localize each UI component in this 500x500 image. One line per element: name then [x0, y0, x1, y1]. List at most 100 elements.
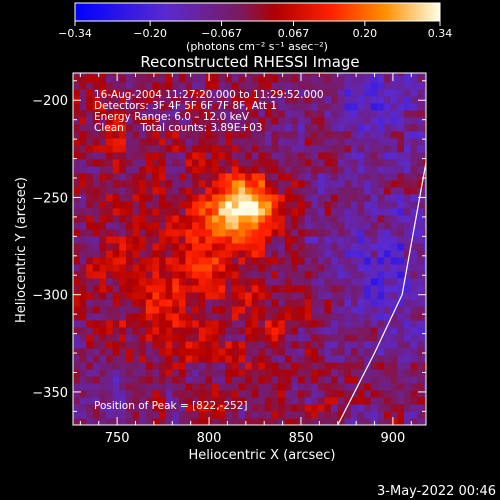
heatmap-cell — [211, 81, 220, 90]
heatmap-cell — [331, 375, 339, 384]
heatmap-cell — [218, 116, 226, 125]
heatmap-cell — [324, 74, 332, 83]
heatmap-cell — [139, 137, 147, 146]
heatmap-cell — [251, 74, 259, 83]
heatmap-cell — [258, 214, 266, 223]
heatmap-cell — [364, 298, 372, 307]
heatmap-cell — [271, 172, 279, 181]
heatmap-cell — [225, 410, 233, 419]
heatmap-cell — [284, 200, 292, 209]
heatmap-cell — [377, 81, 385, 90]
heatmap-cell — [225, 389, 233, 398]
heatmap-cell — [205, 172, 213, 181]
heatmap-cell — [245, 102, 253, 111]
heatmap-cell — [73, 249, 81, 258]
heatmap-cell — [178, 375, 187, 384]
heatmap-cell — [178, 312, 187, 321]
heatmap-cell — [92, 221, 100, 230]
heatmap-cell — [125, 347, 134, 356]
heatmap-cell — [225, 333, 233, 342]
heatmap-cell — [337, 417, 345, 425]
heatmap-cell — [99, 270, 107, 279]
heatmap-cell — [377, 389, 385, 398]
heatmap-cell — [311, 249, 319, 258]
heatmap-cell — [132, 263, 140, 272]
heatmap-cell — [284, 417, 292, 425]
heatmap-cell — [364, 123, 372, 132]
heatmap-cell — [238, 354, 246, 363]
heatmap-cell — [410, 354, 418, 363]
heatmap-cell — [159, 186, 167, 195]
heatmap-cell — [410, 74, 418, 83]
heatmap-cell — [377, 270, 385, 279]
heatmap-cell — [231, 340, 239, 349]
heatmap-cell — [324, 382, 332, 391]
heatmap-cell — [364, 88, 372, 97]
heatmap-cell — [139, 270, 147, 279]
heatmap-cell — [238, 102, 246, 111]
heatmap-cell — [79, 214, 87, 223]
heatmap-cell — [397, 130, 405, 139]
heatmap-cell — [370, 333, 378, 342]
heatmap-cell — [159, 312, 167, 321]
heatmap-cell — [278, 144, 286, 153]
heatmap-cell — [298, 228, 306, 237]
heatmap-cell — [145, 144, 153, 153]
heatmap-cell — [238, 235, 246, 244]
heatmap-cell — [331, 221, 339, 230]
heatmap-cell — [423, 88, 426, 97]
heatmap-cell — [79, 228, 87, 237]
heatmap-cell — [357, 81, 365, 90]
heatmap-cell — [198, 417, 206, 425]
heatmap-cell — [298, 361, 306, 370]
heatmap-cell — [159, 109, 167, 118]
heatmap-cell — [384, 158, 392, 167]
heatmap-cell — [271, 242, 279, 251]
heatmap-cell — [125, 95, 134, 104]
heatmap-cell — [245, 130, 253, 139]
heatmap-cell — [298, 221, 306, 230]
heatmap-cell — [152, 207, 160, 216]
heatmap-cell — [99, 151, 107, 160]
heatmap-cell — [291, 347, 299, 356]
heatmap-cell — [317, 256, 326, 265]
heatmap-cell — [99, 417, 107, 425]
heatmap-cell — [344, 249, 352, 258]
heatmap-cell — [145, 172, 153, 181]
heatmap-cell — [159, 179, 167, 188]
annotation-clean-counts: Clean Total counts: 3.89E+03 — [94, 122, 263, 134]
heatmap-cell — [357, 200, 365, 209]
heatmap-cell — [410, 109, 418, 118]
heatmap-cell — [132, 179, 140, 188]
heatmap-cell — [397, 312, 405, 321]
heatmap-cell — [423, 347, 426, 356]
heatmap-cell — [331, 158, 339, 167]
heatmap-cell — [410, 284, 418, 293]
heatmap-cell — [86, 221, 94, 230]
solar-limb-curve — [337, 162, 426, 425]
heatmap-cell — [225, 158, 233, 167]
heatmap-cell — [324, 263, 332, 272]
heatmap-cell — [317, 88, 326, 97]
heatmap-cell — [185, 249, 193, 258]
heatmap-cell — [132, 102, 140, 111]
heatmap-cell — [132, 73, 140, 76]
heatmap-cell — [350, 235, 359, 244]
heatmap-cell — [384, 354, 392, 363]
heatmap-cell — [73, 88, 81, 97]
heatmap-cell — [264, 284, 273, 293]
heatmap-cell — [390, 361, 398, 370]
heatmap-cell — [245, 179, 253, 188]
x-tick-label: 800 — [197, 431, 222, 446]
heatmap-cell — [231, 319, 239, 328]
heatmap-cell — [192, 172, 200, 181]
heatmap-cell — [397, 172, 405, 181]
heatmap-cell — [417, 130, 425, 139]
heatmap-cell — [86, 410, 94, 419]
heatmap-cell — [350, 410, 359, 419]
heatmap-cell — [205, 347, 213, 356]
heatmap-cell — [357, 333, 365, 342]
heatmap-cell — [238, 375, 246, 384]
heatmap-cell — [218, 242, 226, 251]
heatmap-cell — [205, 214, 213, 223]
